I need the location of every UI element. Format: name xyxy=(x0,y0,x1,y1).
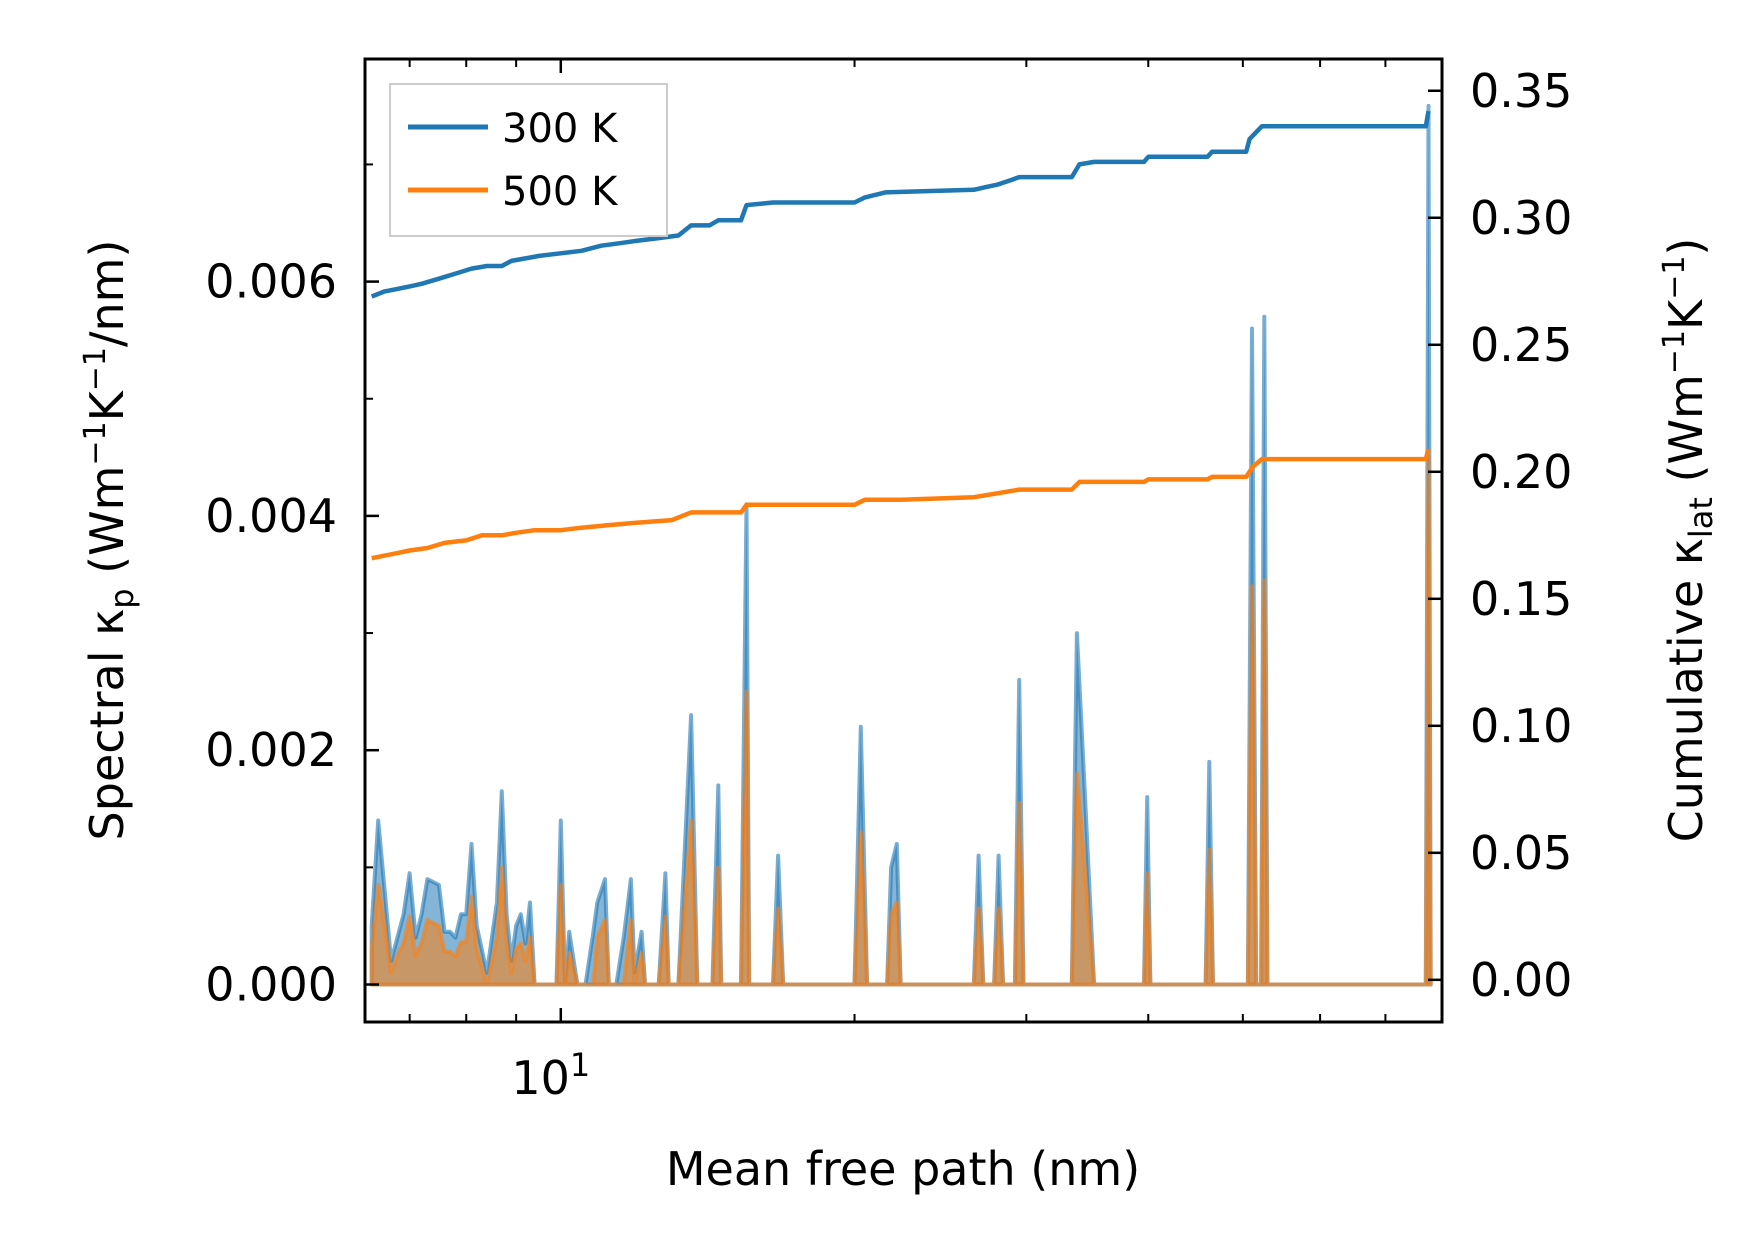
legend-label-500k: 500 K xyxy=(502,169,619,215)
cumulative-line-500k xyxy=(371,448,1431,561)
tick-group: 101 0.000 0.002 0.004 0.006 0.00 0.05 0.10 0.15 0… xyxy=(205,59,1572,1105)
y-left-tick-label: 0.006 xyxy=(205,255,337,309)
x-tick-label: 101 xyxy=(511,1046,590,1105)
spectral-fill-group xyxy=(369,103,1433,987)
y-right-tick-label: 0.30 xyxy=(1470,191,1572,245)
y-left-tick-label: 0.002 xyxy=(205,723,337,777)
y-right-tick-label: 0.10 xyxy=(1470,699,1572,753)
legend: 300 K 500 K xyxy=(389,83,668,237)
y-right-tick-label: 0.05 xyxy=(1470,826,1572,880)
y-right-tick-label: 0.25 xyxy=(1470,318,1572,372)
y-axis-label-right: Cumulative κlat (Wm−1K−1) xyxy=(1657,238,1720,843)
y-left-tick-label: 0.000 xyxy=(205,958,337,1012)
y-right-tick-label: 0.35 xyxy=(1470,64,1572,118)
y-right-tick-label: 0.15 xyxy=(1470,572,1572,626)
spectral-area-500k xyxy=(369,455,1433,987)
y-right-tick-label: 0.20 xyxy=(1470,445,1572,499)
y-right-tick-label: 0.00 xyxy=(1470,953,1572,1007)
legend-frame xyxy=(389,83,668,237)
cumulative-line-group xyxy=(370,110,1431,561)
x-axis-label: Mean free path (nm) xyxy=(666,1142,1140,1196)
spectral-area-300k xyxy=(369,103,1433,987)
plot-frame xyxy=(363,57,1444,1024)
y-axis-label-left: Spectral κp (Wm−1K−1/nm) xyxy=(78,240,141,841)
cumulative-line-300k xyxy=(370,110,1431,299)
y-left-tick-label: 0.004 xyxy=(205,489,337,543)
legend-label-300k: 300 K xyxy=(502,106,619,152)
